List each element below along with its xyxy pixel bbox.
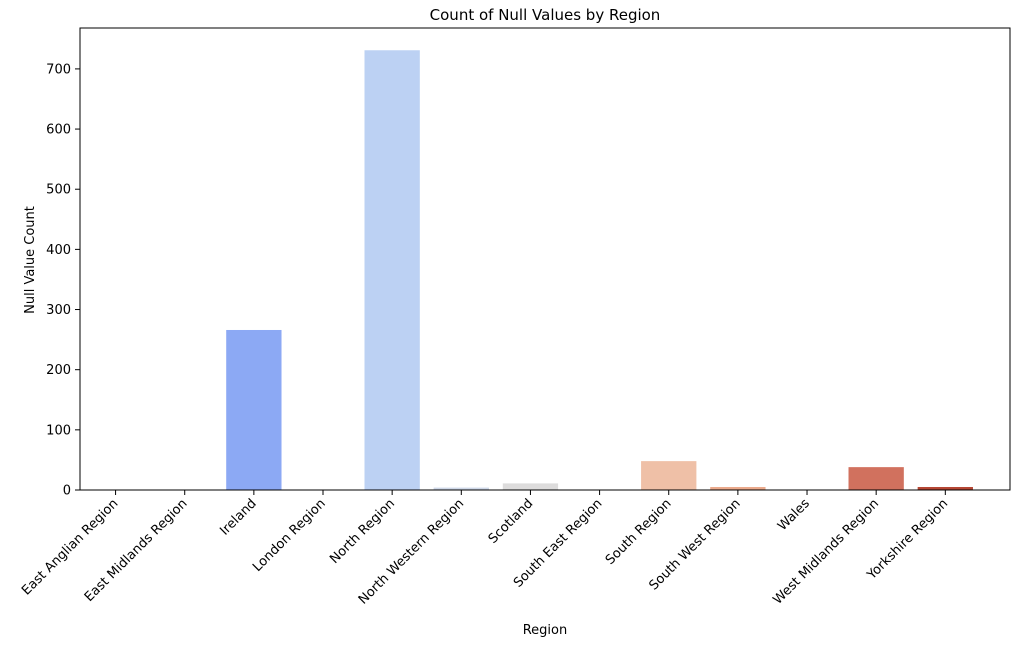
- bar-south-region: [641, 461, 697, 490]
- chart-title: Count of Null Values by Region: [430, 6, 661, 24]
- x-axis-label: Region: [523, 623, 568, 638]
- y-tick-label: 500: [46, 183, 71, 198]
- y-axis: 0 100 200 300 400 500 600 700: [46, 62, 80, 499]
- y-tick-label: 600: [46, 123, 71, 138]
- bar-west-midlands-region: [848, 467, 904, 490]
- y-tick-label: 200: [46, 363, 71, 378]
- x-tick-label: Ireland: [217, 496, 259, 538]
- y-tick-label: 300: [46, 303, 71, 318]
- plot-frame: [79, 27, 1011, 491]
- y-tick-label: 100: [46, 423, 71, 438]
- y-axis-label: Null Value Count: [23, 206, 38, 314]
- bar-ireland: [226, 329, 282, 490]
- y-tick-label: 400: [46, 243, 71, 258]
- bar-south-west-region: [710, 486, 766, 490]
- y-tick-label: 700: [46, 62, 71, 77]
- x-tick-label: Scotland: [486, 496, 537, 547]
- bar-scotland: [502, 483, 559, 490]
- bar-north-region: [364, 50, 420, 490]
- x-tick-label: South Region: [603, 496, 675, 568]
- bars-group: [226, 50, 973, 490]
- bar-yorkshire-region: [917, 486, 973, 490]
- x-tick-label: North Region: [327, 496, 398, 567]
- bar-north-western-region: [433, 487, 489, 490]
- x-tick-label: London Region: [250, 496, 329, 575]
- y-tick-label: 0: [63, 484, 71, 499]
- x-tick-label: Wales: [775, 496, 813, 534]
